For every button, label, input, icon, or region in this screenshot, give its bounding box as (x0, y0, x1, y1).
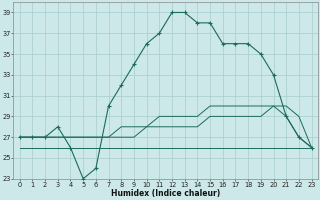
X-axis label: Humidex (Indice chaleur): Humidex (Indice chaleur) (111, 189, 220, 198)
